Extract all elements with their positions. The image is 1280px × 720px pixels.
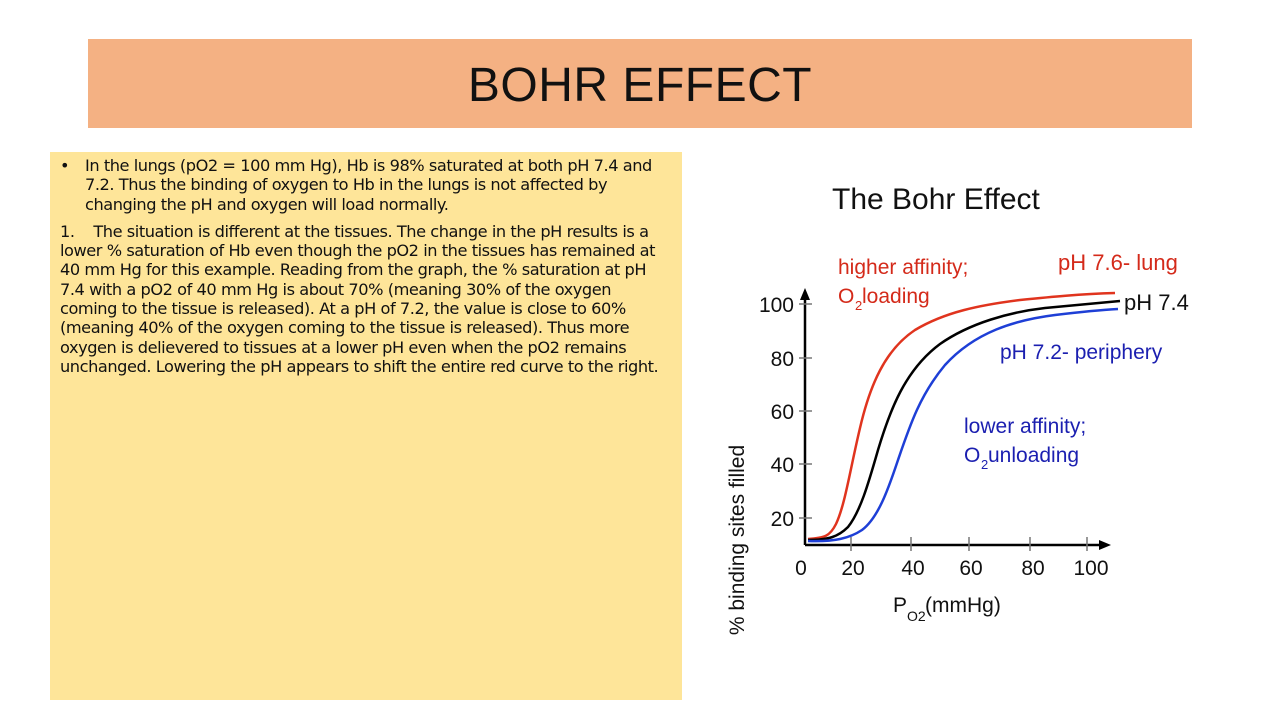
x-ticks xyxy=(850,537,1088,551)
svg-text:100: 100 xyxy=(759,294,794,317)
svg-text:O: O xyxy=(838,285,854,308)
legend-ph-7-6-lung: pH 7.6- lung xyxy=(1058,250,1178,275)
curve-ph-7-2 xyxy=(807,307,1119,543)
y-ticks xyxy=(799,303,812,519)
y-tick-labels: 100 80 60 40 20 xyxy=(759,294,794,531)
numbered-marker: 1. xyxy=(60,221,75,241)
svg-text:40: 40 xyxy=(901,557,924,580)
lower-affinity-label: lower affinity; xyxy=(964,415,1086,438)
svg-text:60: 60 xyxy=(771,401,794,424)
slide-title: BOHR EFFECT xyxy=(467,59,813,112)
numbered-item: 1. The situation is different at the tis… xyxy=(60,222,672,376)
bullet-text: In the lungs (pO2 = 100 mm Hg), Hb is 98… xyxy=(85,156,652,214)
svg-text:O2: O2 xyxy=(907,608,926,624)
x-tick-labels: 0 20 40 60 80 100 xyxy=(795,557,1108,580)
svg-text:20: 20 xyxy=(841,557,864,580)
svg-text:P: P xyxy=(893,594,907,617)
svg-text:80: 80 xyxy=(771,348,794,371)
x-axis-arrow-icon xyxy=(1099,540,1111,550)
svg-text:60: 60 xyxy=(959,557,982,580)
curve-ph-7-6 xyxy=(807,291,1116,541)
title-banner: BOHR EFFECT xyxy=(88,39,1192,128)
text-panel: • In the lungs (pO2 = 100 mm Hg), Hb is … xyxy=(50,152,682,700)
svg-text:O: O xyxy=(964,444,980,467)
y-axis-arrow-icon xyxy=(800,288,810,300)
numbered-text: The situation is different at the tissue… xyxy=(60,221,659,376)
bullet-icon: • xyxy=(60,156,70,175)
curve-ph-7-4 xyxy=(807,299,1121,542)
o2-loading-label: O 2 loading xyxy=(838,285,930,313)
chart-title: The Bohr Effect xyxy=(832,183,1041,216)
svg-text:loading: loading xyxy=(862,285,930,308)
svg-text:2: 2 xyxy=(855,298,862,313)
higher-affinity-label: higher affinity; xyxy=(838,256,968,279)
y-axis-label: % binding sites filled xyxy=(726,445,749,635)
axes xyxy=(803,296,1103,547)
svg-text:0: 0 xyxy=(795,557,807,580)
svg-text:2: 2 xyxy=(981,457,988,472)
legend-ph-7-4: pH 7.4 xyxy=(1124,290,1189,315)
bohr-effect-chart: The Bohr Effect % binding sites filled 1… xyxy=(700,160,1260,640)
legend-ph-7-2-periphery: pH 7.2- periphery xyxy=(1000,341,1163,364)
bullet-item: • In the lungs (pO2 = 100 mm Hg), Hb is … xyxy=(60,156,672,214)
svg-text:(mmHg): (mmHg) xyxy=(925,594,1001,617)
svg-text:unloading: unloading xyxy=(988,444,1079,467)
svg-text:100: 100 xyxy=(1073,557,1108,580)
svg-text:80: 80 xyxy=(1021,557,1044,580)
x-axis-label: P O2 (mmHg) xyxy=(893,594,1001,624)
svg-text:40: 40 xyxy=(771,454,794,477)
o2-unloading-label: O 2 unloading xyxy=(964,444,1079,472)
svg-text:20: 20 xyxy=(771,508,794,531)
